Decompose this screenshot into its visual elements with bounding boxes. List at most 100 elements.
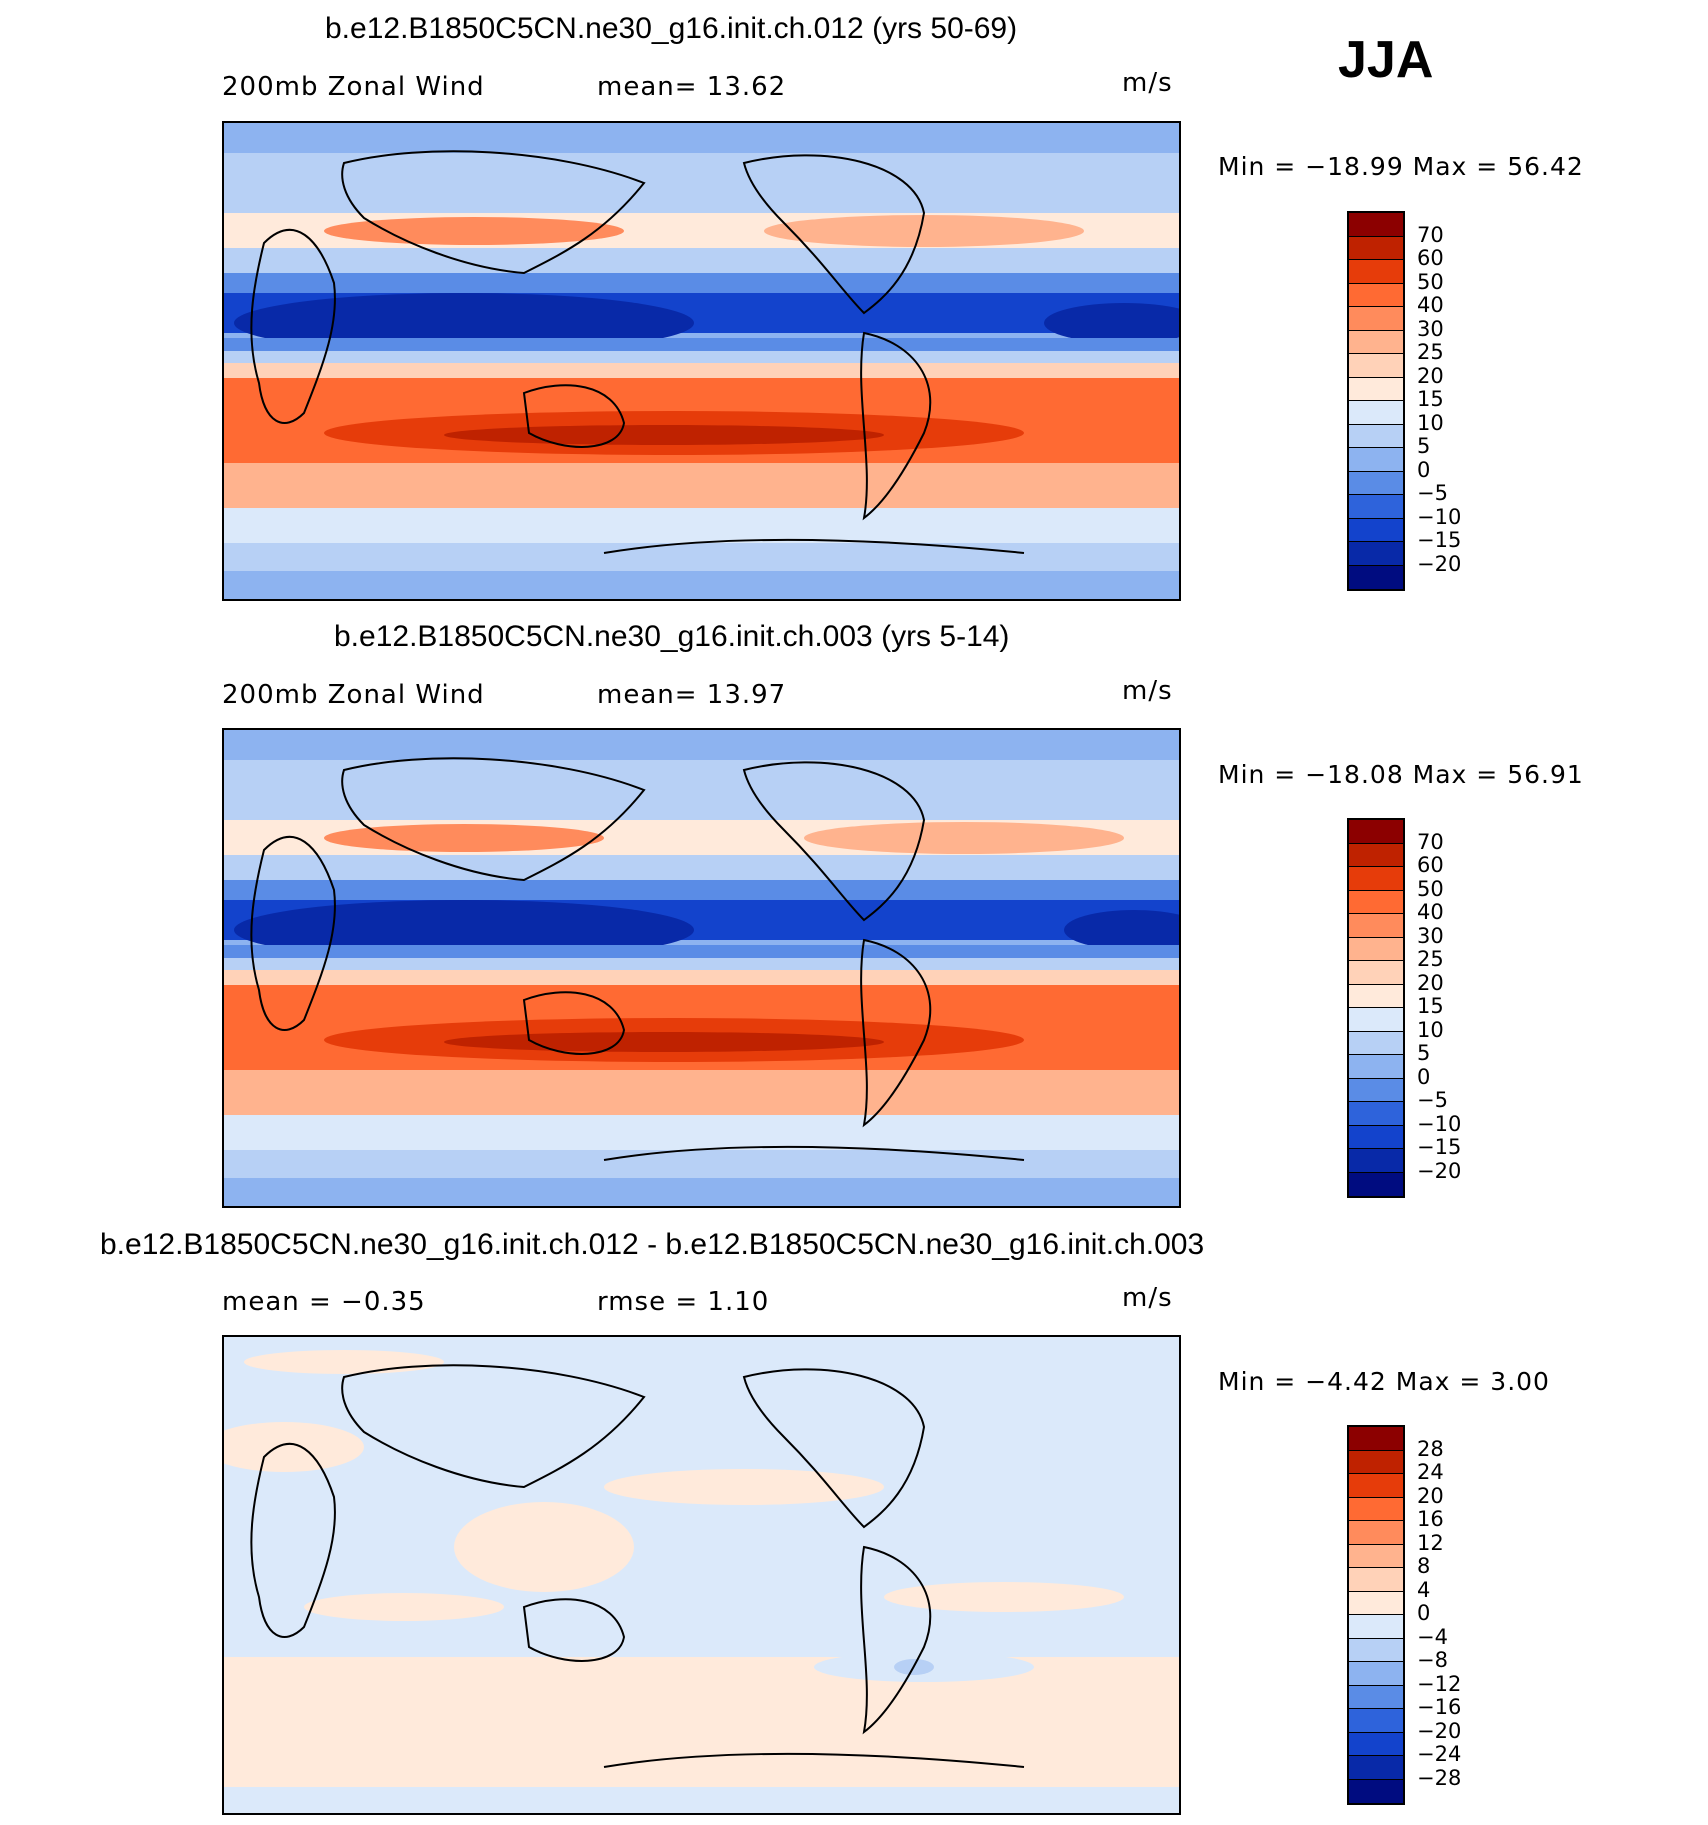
colorbar-level-label: 10 [1417, 410, 1444, 435]
colorbar-swatch [1349, 542, 1403, 566]
colorbar-level-label: 50 [1417, 269, 1444, 294]
colorbar-swatch [1349, 1450, 1403, 1474]
colorbar-swatch [1349, 1031, 1403, 1055]
colorbar-level-label: 15 [1417, 387, 1444, 411]
panel-1-map [222, 121, 1181, 601]
colorbar-level-label: −12 [1417, 1671, 1462, 1696]
panel-1-title: b.e12.B1850C5CN.ne30_g16.init.ch.012 (yr… [325, 12, 1018, 45]
panel-1-contour-field [224, 123, 1179, 599]
colorbar-level-label: 5 [1417, 1041, 1431, 1065]
colorbar-swatch [1349, 1638, 1403, 1662]
colorbar-level-label: 20 [1417, 363, 1444, 388]
panel-2-map [222, 728, 1181, 1208]
colorbar-swatch [1349, 961, 1403, 985]
panel-2-colorbar-swatches [1347, 818, 1405, 1198]
colorbar-swatch [1349, 1055, 1403, 1079]
colorbar-swatch [1349, 914, 1403, 938]
colorbar-level-label: 30 [1417, 923, 1444, 948]
colorbar-swatch [1349, 424, 1403, 448]
colorbar-swatch [1349, 1662, 1403, 1686]
panel-1-min-max: Min = −18.99 Max = 56.42 [1218, 152, 1584, 181]
colorbar-swatch [1349, 1102, 1403, 1126]
colorbar-level-label: 30 [1417, 316, 1444, 341]
colorbar-level-label: 0 [1417, 1601, 1431, 1625]
colorbar-level-label: 70 [1417, 222, 1444, 247]
panel-2-title: b.e12.B1850C5CN.ne30_g16.init.ch.003 (yr… [334, 620, 1010, 653]
colorbar-swatch [1349, 495, 1403, 519]
panel-3-contour-field [224, 1337, 1179, 1813]
colorbar-swatch [1349, 377, 1403, 401]
panel-1-colorbar-swatches [1347, 211, 1405, 591]
colorbar-level-label: 15 [1417, 994, 1444, 1018]
colorbar-swatch [1349, 307, 1403, 331]
colorbar-level-label: −20 [1417, 551, 1462, 576]
colorbar-level-label: 5 [1417, 434, 1431, 458]
panel-2-mean: mean= 13.97 [597, 680, 787, 710]
colorbar-swatch [1349, 1756, 1403, 1780]
panel-3-mean: mean = −0.35 [222, 1287, 426, 1317]
colorbar-swatch [1349, 1474, 1403, 1498]
panel-2-contour-field [224, 730, 1179, 1206]
colorbar-swatch [1349, 1008, 1403, 1032]
colorbar-level-label: −5 [1417, 481, 1448, 505]
colorbar-level-label: 20 [1417, 970, 1444, 995]
colorbar-level-label: −5 [1417, 1088, 1448, 1112]
colorbar-swatch [1349, 448, 1403, 472]
colorbar-level-label: 4 [1417, 1577, 1431, 1602]
colorbar-swatch [1349, 1125, 1403, 1149]
colorbar-swatch [1349, 354, 1403, 378]
colorbar-swatch [1349, 1591, 1403, 1615]
colorbar-level-label: −4 [1417, 1624, 1448, 1649]
colorbar-level-label: 0 [1417, 1064, 1431, 1089]
colorbar-swatch [1349, 213, 1403, 237]
colorbar-swatch [1349, 890, 1403, 914]
colorbar-level-label: −20 [1417, 1718, 1462, 1743]
colorbar-level-label: 12 [1417, 1530, 1444, 1555]
colorbar-level-label: 20 [1417, 1483, 1444, 1508]
colorbar-swatch [1349, 518, 1403, 542]
colorbar-swatch [1349, 1544, 1403, 1568]
colorbar-level-label: 40 [1417, 900, 1444, 924]
panel-2-variable-label: 200mb Zonal Wind [222, 680, 485, 710]
colorbar-swatch [1349, 1615, 1403, 1639]
colorbar-swatch [1349, 867, 1403, 891]
colorbar-level-label: 28 [1417, 1436, 1444, 1461]
colorbar-swatch [1349, 1521, 1403, 1545]
colorbar-level-label: −10 [1417, 1111, 1462, 1136]
colorbar-swatch [1349, 1078, 1403, 1102]
panel-2-units: m/s [1122, 676, 1173, 706]
colorbar-level-label: 60 [1417, 853, 1444, 877]
colorbar-swatch [1349, 330, 1403, 354]
colorbar-level-label: −15 [1417, 528, 1462, 552]
colorbar-swatch [1349, 820, 1403, 844]
panel-1-variable-label: 200mb Zonal Wind [222, 72, 485, 102]
colorbar-level-label: −10 [1417, 504, 1462, 529]
panel-3-rmse: rmse = 1.10 [597, 1287, 770, 1317]
colorbar-swatch [1349, 1685, 1403, 1709]
colorbar-level-label: 24 [1417, 1460, 1444, 1484]
colorbar-level-label: −28 [1417, 1765, 1462, 1790]
colorbar-level-label: −24 [1417, 1742, 1462, 1766]
colorbar-swatch [1349, 1732, 1403, 1756]
colorbar-level-label: 25 [1417, 340, 1444, 364]
colorbar-level-label: −16 [1417, 1695, 1462, 1719]
colorbar-swatch [1349, 1568, 1403, 1592]
colorbar-level-label: 70 [1417, 829, 1444, 854]
colorbar-swatch [1349, 1709, 1403, 1733]
colorbar-swatch [1349, 283, 1403, 307]
colorbar-level-label: 8 [1417, 1554, 1431, 1578]
panel-1-units: m/s [1122, 68, 1173, 98]
panel-3-map [222, 1335, 1181, 1815]
colorbar-level-label: 60 [1417, 246, 1444, 270]
colorbar-swatch [1349, 843, 1403, 867]
colorbar-swatch [1349, 984, 1403, 1008]
panel-3-colorbar [1347, 1425, 1405, 1805]
colorbar-level-label: 16 [1417, 1507, 1444, 1531]
colorbar-level-label: −20 [1417, 1158, 1462, 1183]
panel-3-title: b.e12.B1850C5CN.ne30_g16.init.ch.012 - b… [100, 1228, 1205, 1261]
colorbar-level-label: 40 [1417, 293, 1444, 317]
panel-2-colorbar [1347, 818, 1405, 1198]
panel-3-min-max: Min = −4.42 Max = 3.00 [1218, 1367, 1550, 1396]
colorbar-level-label: 25 [1417, 947, 1444, 971]
colorbar-swatch [1349, 937, 1403, 961]
